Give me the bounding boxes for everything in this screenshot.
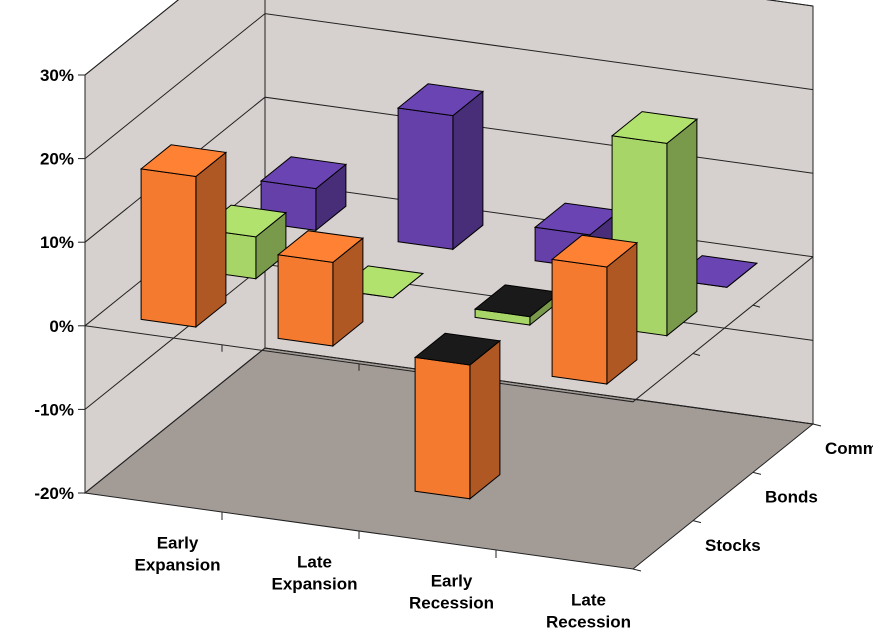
bar-front — [414, 356, 471, 500]
y-tick-label: -20% — [34, 484, 74, 503]
z-tick-mark — [692, 520, 702, 524]
gridline — [84, 13, 814, 159]
chart-bars — [139, 83, 759, 500]
bar-top — [550, 234, 639, 268]
x-category-label: Late Recession — [546, 591, 631, 629]
x-category-label: Early Recession — [409, 572, 494, 613]
series-label: Commodities — [825, 439, 873, 458]
x-category-label: Late Expansion — [272, 553, 358, 594]
gridline — [84, 347, 814, 494]
y-tick-label: 0% — [49, 317, 74, 336]
bar — [259, 156, 348, 232]
bar-top — [139, 144, 228, 178]
bar — [139, 144, 228, 329]
bar-side — [452, 90, 484, 251]
y-tick-label: -10% — [34, 400, 74, 419]
bar-front — [397, 107, 454, 250]
bar — [276, 230, 365, 348]
chart-labels: 30% 20% 10% 0% -10% -20% Early Expansion Late Exp… — [34, 66, 873, 629]
x-category-label: Early Expansion — [135, 534, 221, 575]
bar-top — [396, 83, 485, 117]
bar-front — [277, 254, 334, 347]
series-label: Stocks — [705, 536, 761, 555]
bar-side — [666, 118, 698, 337]
zero-plane-tick — [692, 352, 701, 356]
zero-plane-tick — [752, 304, 761, 308]
y-tick-label: 20% — [40, 150, 74, 169]
bar-top — [259, 156, 348, 190]
z-tick-mark — [632, 568, 642, 572]
series-label: Bonds — [765, 488, 818, 507]
gridline — [84, 0, 814, 76]
y-tick-label: 10% — [40, 233, 74, 252]
bar-top — [276, 230, 365, 263]
z-tick-mark — [752, 471, 762, 475]
bar — [413, 332, 502, 500]
z-tick-mark — [812, 423, 822, 427]
bar-side — [469, 339, 501, 500]
bar-top — [610, 111, 699, 144]
bar-top — [413, 332, 502, 366]
bar — [396, 83, 485, 251]
y-tick-label: 30% — [40, 66, 74, 85]
bar — [550, 234, 639, 386]
bar-side — [195, 151, 227, 329]
bar-front — [551, 258, 608, 385]
bar-front — [140, 168, 197, 328]
